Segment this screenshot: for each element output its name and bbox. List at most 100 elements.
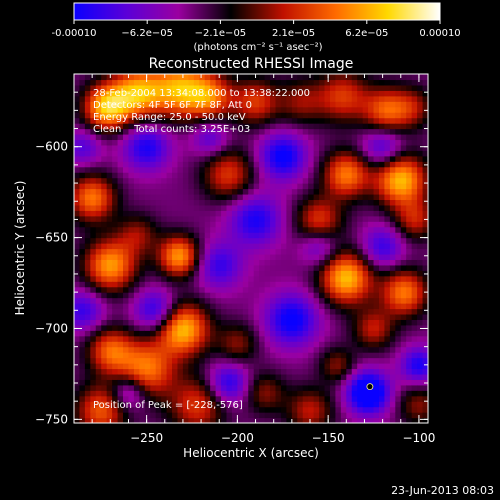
heatmap-cell (199, 150, 206, 157)
heatmap-cell (319, 106, 326, 113)
heatmap-cell (139, 346, 146, 353)
heatmap-cell (79, 352, 86, 359)
heatmap-cell (161, 199, 168, 206)
heatmap-cell (172, 384, 179, 391)
heatmap-cell (74, 155, 81, 162)
heatmap-cell (422, 308, 428, 315)
heatmap-cell (302, 161, 309, 168)
heatmap-cell (221, 95, 228, 102)
heatmap-cell (253, 95, 260, 102)
heatmap-cell (417, 84, 424, 91)
heatmap-cell (417, 319, 424, 326)
heatmap-cell (297, 199, 304, 206)
heatmap-cell (106, 210, 113, 217)
heatmap-cell (237, 330, 244, 337)
heatmap-cell (210, 166, 217, 173)
heatmap-cell (324, 264, 331, 271)
heatmap-cell (210, 177, 217, 184)
heatmap-cell (106, 324, 113, 331)
heatmap-cell (373, 210, 380, 217)
heatmap-cell (177, 133, 184, 141)
heatmap-cell (351, 373, 358, 380)
heatmap-cell (226, 161, 233, 168)
heatmap-cell (215, 128, 222, 135)
heatmap-cell (177, 90, 184, 97)
heatmap-cell (204, 303, 211, 310)
heatmap-cell (237, 161, 244, 168)
heatmap-cell (193, 406, 200, 413)
heatmap-cell (362, 352, 369, 359)
heatmap-cell (400, 373, 407, 380)
heatmap-cell (253, 183, 260, 190)
heatmap-cell (226, 270, 233, 277)
heatmap-cell (128, 313, 135, 320)
heatmap-cell (144, 150, 151, 157)
heatmap-cell (346, 128, 353, 135)
heatmap-cell (150, 264, 157, 271)
heatmap-cell (378, 248, 386, 255)
heatmap-cell (395, 395, 402, 402)
heatmap-cell (280, 166, 287, 173)
heatmap-cell (253, 384, 260, 391)
heatmap-cell (182, 172, 189, 179)
heatmap-cell (335, 101, 342, 108)
heatmap-cell (340, 259, 347, 266)
heatmap-cell (368, 264, 375, 271)
heatmap-cell (422, 226, 428, 233)
heatmap-cell (133, 248, 140, 255)
heatmap-cell (150, 106, 157, 113)
heatmap-cell (259, 166, 266, 173)
heatmap-cell (177, 341, 184, 348)
heatmap-cell (346, 123, 353, 130)
heatmap-cell (384, 204, 391, 211)
heatmap-cell (395, 172, 402, 179)
heatmap-cell (182, 341, 189, 348)
heatmap-cell (302, 215, 309, 222)
heatmap-cell (226, 253, 233, 260)
heatmap-cell (400, 101, 407, 108)
heatmap-cell (193, 172, 200, 179)
heatmap-cell (106, 281, 113, 288)
heatmap-cell (123, 324, 130, 331)
heatmap-cell (95, 308, 102, 315)
heatmap-cell (378, 401, 386, 408)
heatmap-cell (259, 90, 266, 97)
heatmap-cell (231, 155, 238, 162)
heatmap-cell (112, 281, 119, 288)
heatmap-cell (264, 406, 271, 413)
heatmap-cell (144, 95, 151, 102)
heatmap-cell (177, 199, 184, 206)
heatmap-cell (259, 74, 266, 81)
heatmap-cell (422, 215, 428, 222)
heatmap-cell (226, 90, 233, 97)
heatmap-cell (117, 253, 124, 260)
heatmap-cell (166, 363, 173, 370)
heatmap-cell (221, 237, 228, 244)
heatmap-cell (362, 101, 369, 108)
heatmap-cell (346, 308, 353, 315)
heatmap-cell (74, 199, 81, 206)
heatmap-cell (166, 270, 173, 277)
heatmap-cell (270, 166, 277, 173)
heatmap-cell (324, 204, 331, 211)
heatmap-cell (101, 373, 108, 380)
heatmap-cell (106, 275, 113, 282)
heatmap-cell (128, 248, 135, 255)
heatmap-cell (101, 253, 108, 260)
heatmap-cell (177, 324, 184, 331)
heatmap-cell (133, 150, 140, 157)
heatmap-cell (155, 384, 162, 391)
heatmap-cell (373, 270, 380, 277)
heatmap-cell (384, 270, 391, 277)
heatmap-cell (237, 384, 244, 391)
heatmap-cell (150, 117, 157, 124)
heatmap-cell (389, 210, 396, 217)
heatmap-cell (112, 346, 119, 353)
heatmap-cell (297, 139, 304, 146)
heatmap-cell (335, 379, 342, 386)
heatmap-cell (112, 248, 119, 255)
heatmap-cell (166, 123, 173, 130)
heatmap-cell (226, 95, 233, 102)
heatmap-cell (400, 123, 407, 130)
heatmap-cell (422, 166, 428, 173)
